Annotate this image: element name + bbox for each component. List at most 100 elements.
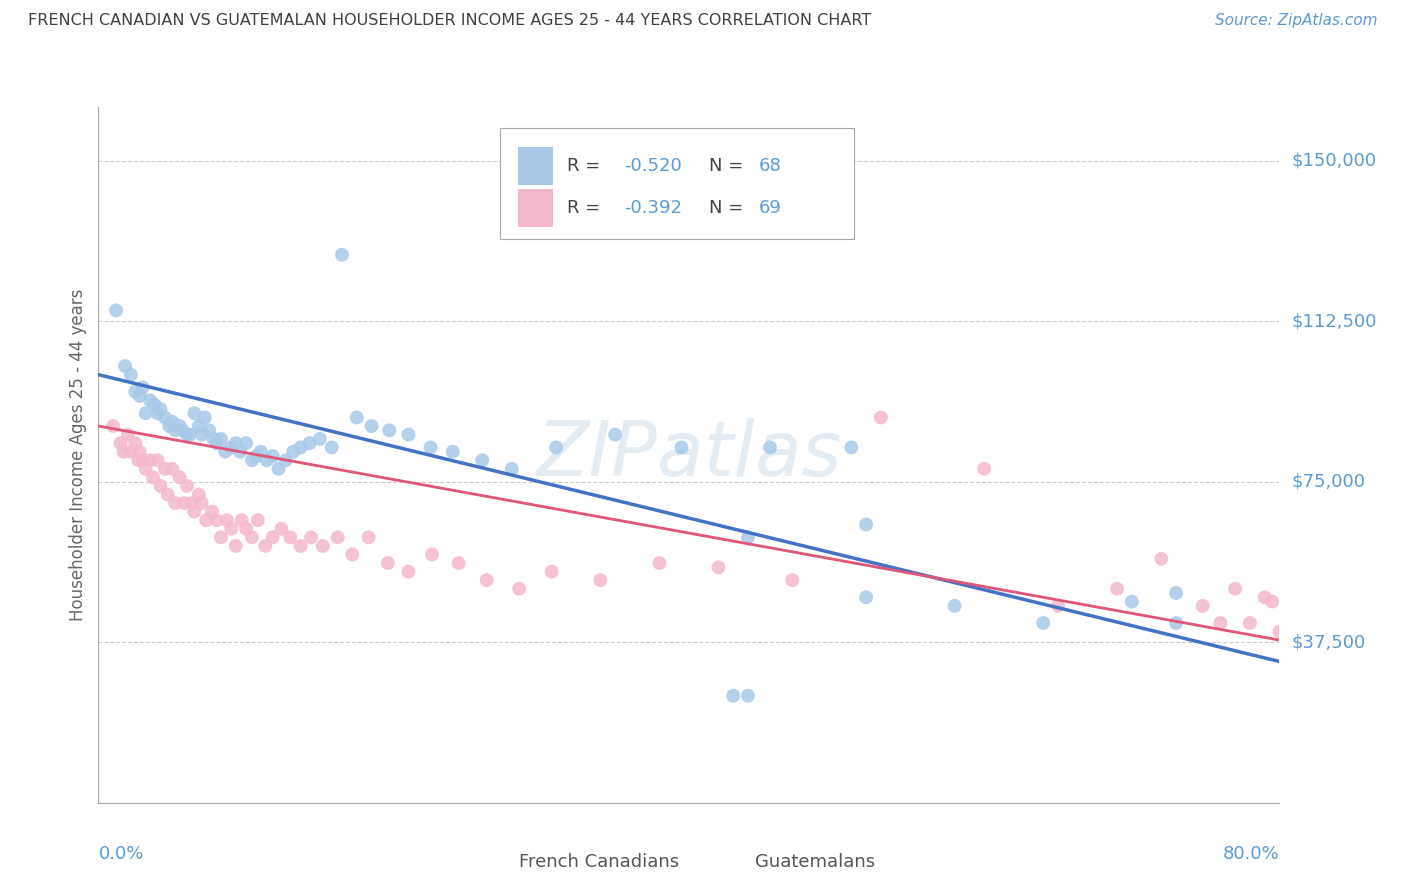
Point [117,427,139,442]
Text: R =: R = [567,199,606,217]
Point [501,462,523,476]
Point [869,410,891,425]
Point [225,436,247,450]
Point [262,530,284,544]
Point [231,513,253,527]
Point [169,419,191,434]
Point [162,415,183,429]
Point [110,436,132,450]
FancyBboxPatch shape [713,845,745,880]
Point [120,444,142,458]
Point [157,419,180,434]
Point [153,462,176,476]
Point [191,427,214,442]
Point [283,444,305,458]
Point [149,401,172,416]
Point [165,423,187,437]
Point [235,522,257,536]
Point [321,441,343,455]
Point [1268,624,1291,639]
Point [240,530,263,544]
Point [142,470,165,484]
Point [267,462,290,476]
Point [420,548,443,562]
Point [544,441,567,455]
Point [447,556,470,570]
Point [187,419,209,434]
Point [205,436,228,450]
Text: Guatemalans: Guatemalans [755,853,875,871]
Point [671,441,693,455]
Point [721,689,744,703]
Point [855,591,877,605]
Point [419,441,441,455]
Point [246,513,269,527]
Point [120,368,142,382]
Point [209,432,232,446]
Point [290,539,312,553]
Text: $150,000: $150,000 [1291,152,1376,169]
Point [274,453,297,467]
Point [357,530,380,544]
Point [475,573,498,587]
Text: $37,500: $37,500 [1291,633,1365,651]
Text: $112,500: $112,500 [1291,312,1376,330]
Point [1261,594,1284,608]
Point [782,573,804,587]
Text: R =: R = [567,157,606,175]
Point [270,522,292,536]
Point [1121,594,1143,608]
Point [839,441,862,455]
Point [219,441,242,455]
Point [256,453,278,467]
Text: -0.520: -0.520 [624,157,682,175]
Point [128,389,150,403]
Point [146,406,169,420]
Point [198,423,221,437]
Point [114,359,136,373]
Point [173,496,195,510]
Point [648,556,671,570]
Point [245,449,267,463]
Point [1164,615,1187,630]
FancyBboxPatch shape [517,189,553,227]
Text: -0.392: -0.392 [624,199,682,217]
Point [1105,582,1128,596]
Point [165,496,187,510]
Point [194,410,217,425]
Point [240,453,263,467]
Point [124,436,146,450]
Text: N =: N = [709,157,749,175]
Point [215,513,238,527]
Point [1191,599,1213,613]
Point [342,548,364,562]
Point [378,423,401,437]
Point [250,444,273,458]
Point [187,487,209,501]
Point [162,462,183,476]
Text: 68: 68 [759,157,782,175]
Text: French Canadians: French Canadians [519,853,679,871]
Text: Source: ZipAtlas.com: Source: ZipAtlas.com [1215,13,1378,29]
Text: 0.0%: 0.0% [98,845,143,863]
Point [205,513,228,527]
Point [139,393,162,408]
Point [262,449,284,463]
Text: FRENCH CANADIAN VS GUATEMALAN HOUSEHOLDER INCOME AGES 25 - 44 YEARS CORRELATION : FRENCH CANADIAN VS GUATEMALAN HOUSEHOLDE… [28,13,872,29]
Point [1223,582,1246,596]
Point [299,530,322,544]
Point [396,427,419,442]
Point [737,689,759,703]
Point [172,423,194,437]
Point [214,444,236,458]
Point [973,462,995,476]
Point [298,436,321,450]
FancyBboxPatch shape [501,128,855,239]
Point [179,427,201,442]
Point [759,441,782,455]
Point [1239,615,1261,630]
Point [112,444,135,458]
Point [1032,615,1054,630]
Point [1209,615,1232,630]
Point [132,453,155,467]
